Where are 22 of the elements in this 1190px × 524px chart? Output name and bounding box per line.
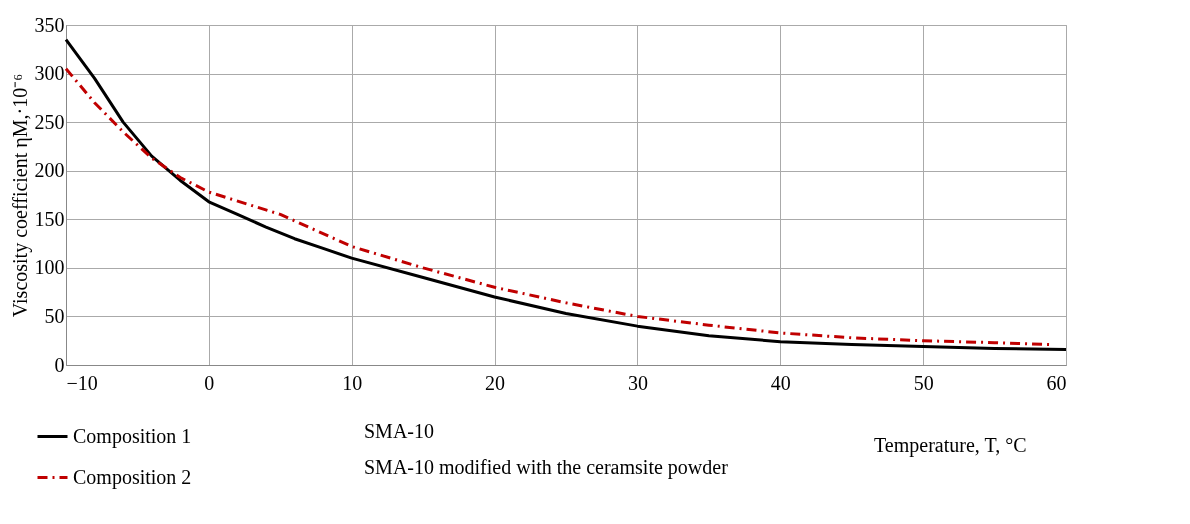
y-tick-label: 300 — [34, 62, 65, 85]
y-tick-label: 150 — [34, 207, 65, 230]
text: SMA-10 — [364, 420, 435, 442]
x-tick-label: 40 — [770, 371, 791, 394]
y-tick-label: 0 — [54, 353, 65, 376]
x-tick-label: −10 — [66, 371, 98, 394]
x-tick-label: 50 — [913, 371, 934, 394]
y-tick-label: 250 — [34, 110, 65, 133]
x-axis-title: Temperature, T, °C — [874, 433, 1027, 457]
legend-label: Composition 1 — [73, 424, 192, 448]
x-tick-label: 0 — [204, 371, 215, 394]
x-tick-label: 30 — [627, 371, 648, 394]
y-tick-label: 100 — [34, 256, 65, 279]
y-axis-title: Viscosity coefficient ηM,·10⁻⁶ — [8, 73, 32, 318]
y-tick-label: 200 — [34, 159, 65, 182]
y-tick-label: 350 — [34, 13, 65, 36]
x-tick-label: 60 — [1046, 371, 1067, 394]
legend-label: Composition 2 — [73, 465, 192, 489]
x-tick-label: 20 — [485, 371, 506, 394]
x-tick-label: 10 — [342, 371, 363, 394]
text: SMA-10 modified with the ceramsite powder — [364, 456, 729, 479]
y-tick-label: 50 — [44, 304, 65, 327]
